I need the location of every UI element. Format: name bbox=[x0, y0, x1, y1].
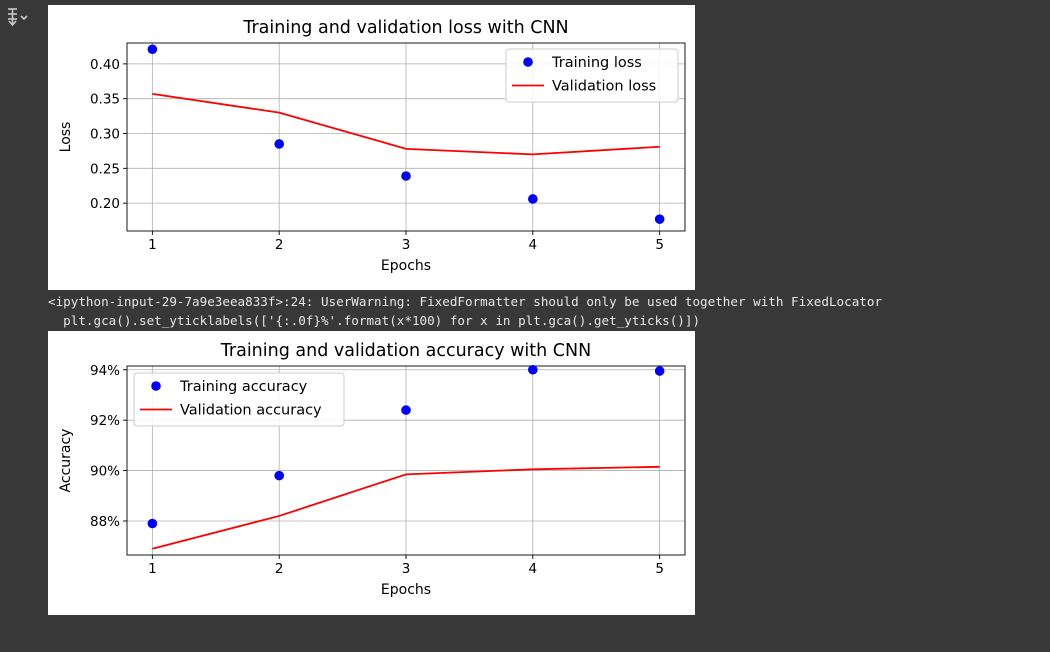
chart-1-xtick-label: 4 bbox=[529, 561, 538, 577]
chart-1-series-point bbox=[654, 366, 665, 376]
chart-0-xtick-label: 3 bbox=[402, 237, 411, 253]
chart-0-ytick-label: 0.40 bbox=[90, 57, 120, 73]
chart-0-xlabel: Epochs bbox=[381, 258, 431, 274]
chart-1-legend-point-marker bbox=[151, 381, 161, 391]
chart-0-series-point bbox=[654, 214, 665, 224]
chart-0-ytick-label: 0.35 bbox=[90, 92, 120, 108]
collapse-output-icon[interactable] bbox=[6, 6, 34, 28]
warning-line-2: plt.gca().set_yticklabels(['{:.0f}%'.for… bbox=[48, 313, 701, 328]
chart-0-xtick-label: 4 bbox=[529, 237, 538, 253]
chart-1-xlabel: Epochs bbox=[381, 582, 431, 598]
accuracy-chart: 1 2 3 4 5 88% 90% 92% 94% Training and validation… bbox=[58, 341, 686, 598]
chart-0-title: Training and validation loss with CNN bbox=[242, 18, 568, 38]
chart-0-series-point bbox=[528, 194, 538, 204]
loss-chart-figure: 1 2 3 4 5 0.20 0.25 0.30 0.35 0.40 Training and va… bbox=[48, 5, 695, 290]
chart-0-ytick-label: 0.25 bbox=[90, 161, 120, 177]
chart-1-ylabel: Accuracy bbox=[58, 429, 74, 493]
chart-0-ylabel: Loss bbox=[58, 122, 74, 153]
chart-1-legend-label: Validation accuracy bbox=[180, 403, 322, 419]
chart-0-ytick-label: 0.30 bbox=[90, 127, 120, 143]
chart-1-series-point bbox=[274, 470, 284, 481]
chart-1-series-point bbox=[401, 405, 411, 415]
user-warning-output: <ipython-input-29-7a9e3eea833f>:24: User… bbox=[48, 292, 882, 330]
chart-0-series-point bbox=[401, 171, 411, 181]
chart-1-ytick-label: 88% bbox=[90, 514, 120, 530]
chart-0-xtick-label: 1 bbox=[148, 237, 157, 253]
chart-0-series-point bbox=[274, 139, 284, 149]
chart-1-ytick-label: 94% bbox=[90, 363, 120, 379]
chart-1-xtick-label: 3 bbox=[402, 561, 411, 577]
chart-0-xtick-label: 5 bbox=[655, 237, 664, 253]
chart-0-series-point bbox=[147, 44, 158, 55]
chart-1-series-line-1 bbox=[152, 465, 660, 550]
chart-1-ytick-label: 92% bbox=[90, 413, 120, 429]
accuracy-chart-figure: 1 2 3 4 5 88% 90% 92% 94% Training and validation… bbox=[48, 331, 695, 615]
chart-1-series-point bbox=[147, 518, 158, 529]
chart-0-series-line-1 bbox=[152, 92, 660, 156]
chart-1-ytick-label: 90% bbox=[90, 464, 120, 480]
chart-1-legend-label: Training accuracy bbox=[179, 379, 308, 395]
chart-0-xtick-label: 2 bbox=[275, 237, 284, 253]
chart-0-ytick-label: 0.20 bbox=[90, 196, 120, 212]
chart-1-xtick-label: 2 bbox=[275, 561, 284, 577]
chart-0-legend-point-marker bbox=[523, 57, 533, 67]
chart-0-legend-label: Validation loss bbox=[552, 79, 656, 95]
chart-1-title: Training and validation accuracy with CN… bbox=[220, 341, 591, 361]
warning-line-1: <ipython-input-29-7a9e3eea833f>:24: User… bbox=[48, 294, 883, 309]
chart-1-series-point bbox=[528, 364, 538, 375]
chart-1-xtick-label: 5 bbox=[655, 561, 664, 577]
chart-1-xtick-label: 1 bbox=[148, 561, 157, 577]
chart-0-legend-box bbox=[505, 48, 679, 103]
loss-chart: 1 2 3 4 5 0.20 0.25 0.30 0.35 0.40 Training and va… bbox=[58, 18, 686, 274]
chart-1-legend-box bbox=[133, 372, 345, 427]
chart-0-legend-label: Training loss bbox=[551, 55, 642, 71]
